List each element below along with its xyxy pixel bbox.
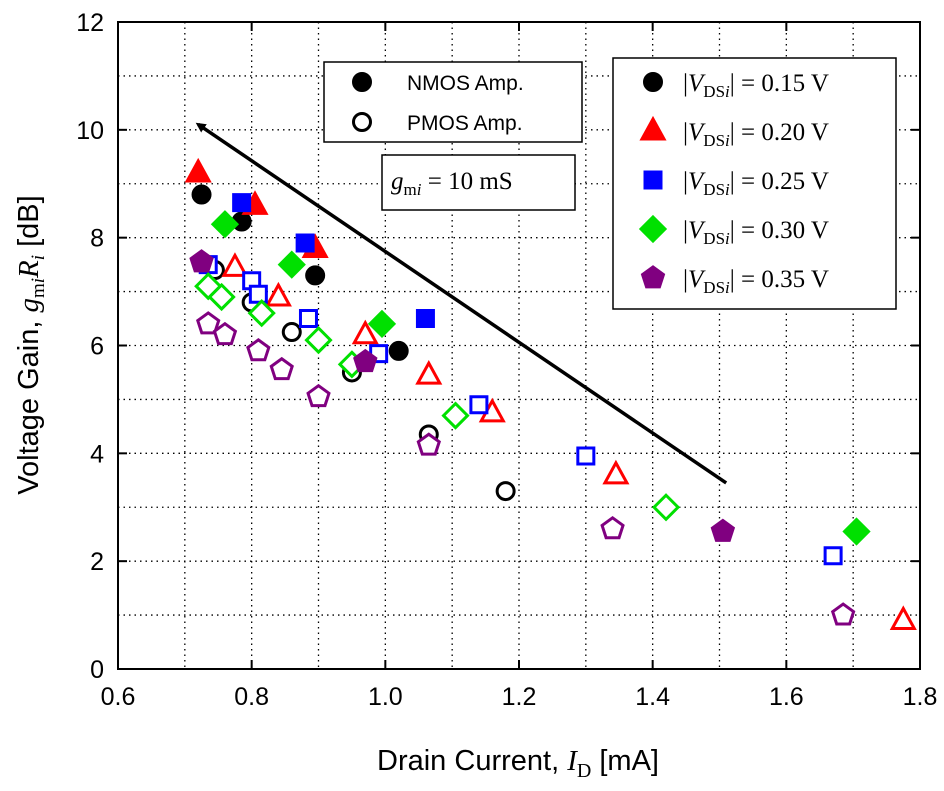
- data-point-nmos-diamond: [367, 309, 397, 339]
- data-point-pmos-diamond: [651, 493, 681, 522]
- data-point-pmos-diamond: [247, 299, 276, 328]
- data-point-pmos-pentagon: [416, 432, 441, 456]
- data-point-pmos-pentagon: [306, 383, 331, 408]
- legend-vds: |VDSi| = 0.15 V |VDSi| = 0.20 V |VDSi| = 0…: [612, 57, 897, 310]
- data-point-pmos-pentagon: [830, 602, 856, 626]
- x-axis-title: Drain Current, ID [mA]: [377, 745, 659, 782]
- data-point-pmos-square: [469, 395, 489, 415]
- data-point-pmos-circle: [495, 481, 516, 502]
- legend-nmos-marker: [352, 72, 372, 92]
- x-tick-label: 1.0: [368, 683, 403, 711]
- data-point-nmos-diamond: [210, 210, 240, 239]
- data-point-pmos-triangle: [415, 360, 443, 385]
- y-tick-label: 0: [90, 656, 104, 684]
- y-tick-label: 8: [90, 225, 104, 253]
- data-point-pmos-circle: [281, 322, 302, 343]
- legend-vds-label: |VDSi| = 0.25 V: [683, 168, 829, 199]
- data-markers: [184, 157, 917, 630]
- x-tick-label: 0.8: [234, 683, 269, 711]
- legend-marker-triangle: [639, 115, 667, 141]
- data-point-pmos-triangle: [264, 281, 292, 307]
- data-point-nmos-square: [415, 309, 435, 329]
- data-point-pmos-square: [823, 546, 843, 566]
- legend-vds-label: |VDSi| = 0.30 V: [683, 217, 829, 248]
- data-point-nmos-diamond: [842, 517, 871, 546]
- data-point-nmos-pentagon: [353, 348, 378, 373]
- y-tick-label: 12: [76, 9, 104, 37]
- legend-pmos-marker: [352, 112, 372, 132]
- data-point-pmos-triangle: [602, 459, 630, 485]
- legend-vds-label: |VDSi| = 0.20 V: [683, 119, 829, 150]
- data-point-nmos-pentagon: [710, 518, 736, 542]
- data-point-pmos-diamond: [207, 282, 236, 312]
- data-point-pmos-pentagon: [212, 321, 238, 346]
- legend-marker-pentagon: [640, 265, 666, 289]
- data-point-pmos-triangle: [889, 605, 917, 630]
- x-tick-label: 1.8: [903, 683, 938, 711]
- y-tick-label: 2: [90, 548, 104, 576]
- legend-nmos-label: NMOS Amp.: [407, 72, 524, 95]
- data-point-pmos-diamond: [304, 325, 333, 355]
- y-tick-label: 10: [76, 117, 104, 145]
- data-point-pmos-diamond: [441, 401, 470, 430]
- x-tick-label: 1.6: [769, 683, 804, 711]
- axis-ticks: 0.6 0.8 1.0 1.2 1.4 1.6 1.8 0 2 4 6 8 10 12: [76, 9, 937, 711]
- data-point-pmos-square: [248, 284, 268, 304]
- data-point-nmos-square: [232, 193, 252, 213]
- data-point-pmos-pentagon: [600, 515, 625, 540]
- data-point-nmos-pentagon: [189, 249, 214, 273]
- legend-type: NMOS Amp. PMOS Amp.: [323, 61, 583, 143]
- y-tick-label: 6: [90, 333, 104, 361]
- annotation-box: gmi = 10 mS: [381, 154, 576, 211]
- data-point-nmos-diamond: [277, 250, 306, 279]
- x-tick-label: 1.2: [502, 683, 537, 711]
- y-axis-title: Voltage Gain, gmiRi [dB]: [13, 195, 49, 494]
- legend-marker-circle: [643, 72, 663, 92]
- legend-marker-square: [643, 170, 663, 190]
- legend-marker-diamond: [638, 214, 668, 244]
- x-tick-label: 1.4: [635, 683, 670, 711]
- legend-vds-label: |VDSi| = 0.15 V: [683, 70, 829, 101]
- data-point-pmos-pentagon: [196, 311, 221, 335]
- legend-pmos-label: PMOS Amp.: [407, 112, 523, 135]
- data-point-nmos-square: [295, 233, 315, 253]
- y-tick-label: 4: [90, 440, 104, 468]
- data-point-nmos-circle: [191, 184, 212, 205]
- data-point-pmos-triangle: [351, 319, 379, 345]
- data-point-pmos-square: [576, 446, 596, 466]
- data-point-pmos-pentagon: [246, 338, 271, 362]
- data-point-nmos-circle: [388, 340, 409, 361]
- trend-arrow: [195, 122, 728, 485]
- grid: [118, 22, 920, 669]
- data-point-nmos-triangle: [184, 157, 212, 183]
- data-point-nmos-circle: [305, 265, 326, 286]
- legend-vds-label: |VDSi| = 0.35 V: [683, 266, 829, 297]
- data-point-pmos-pentagon: [269, 356, 294, 381]
- data-point-pmos-triangle: [221, 252, 249, 277]
- annotation-text: gmi = 10 mS: [391, 168, 513, 199]
- data-point-pmos-square: [298, 309, 318, 329]
- x-tick-label: 0.6: [101, 683, 136, 711]
